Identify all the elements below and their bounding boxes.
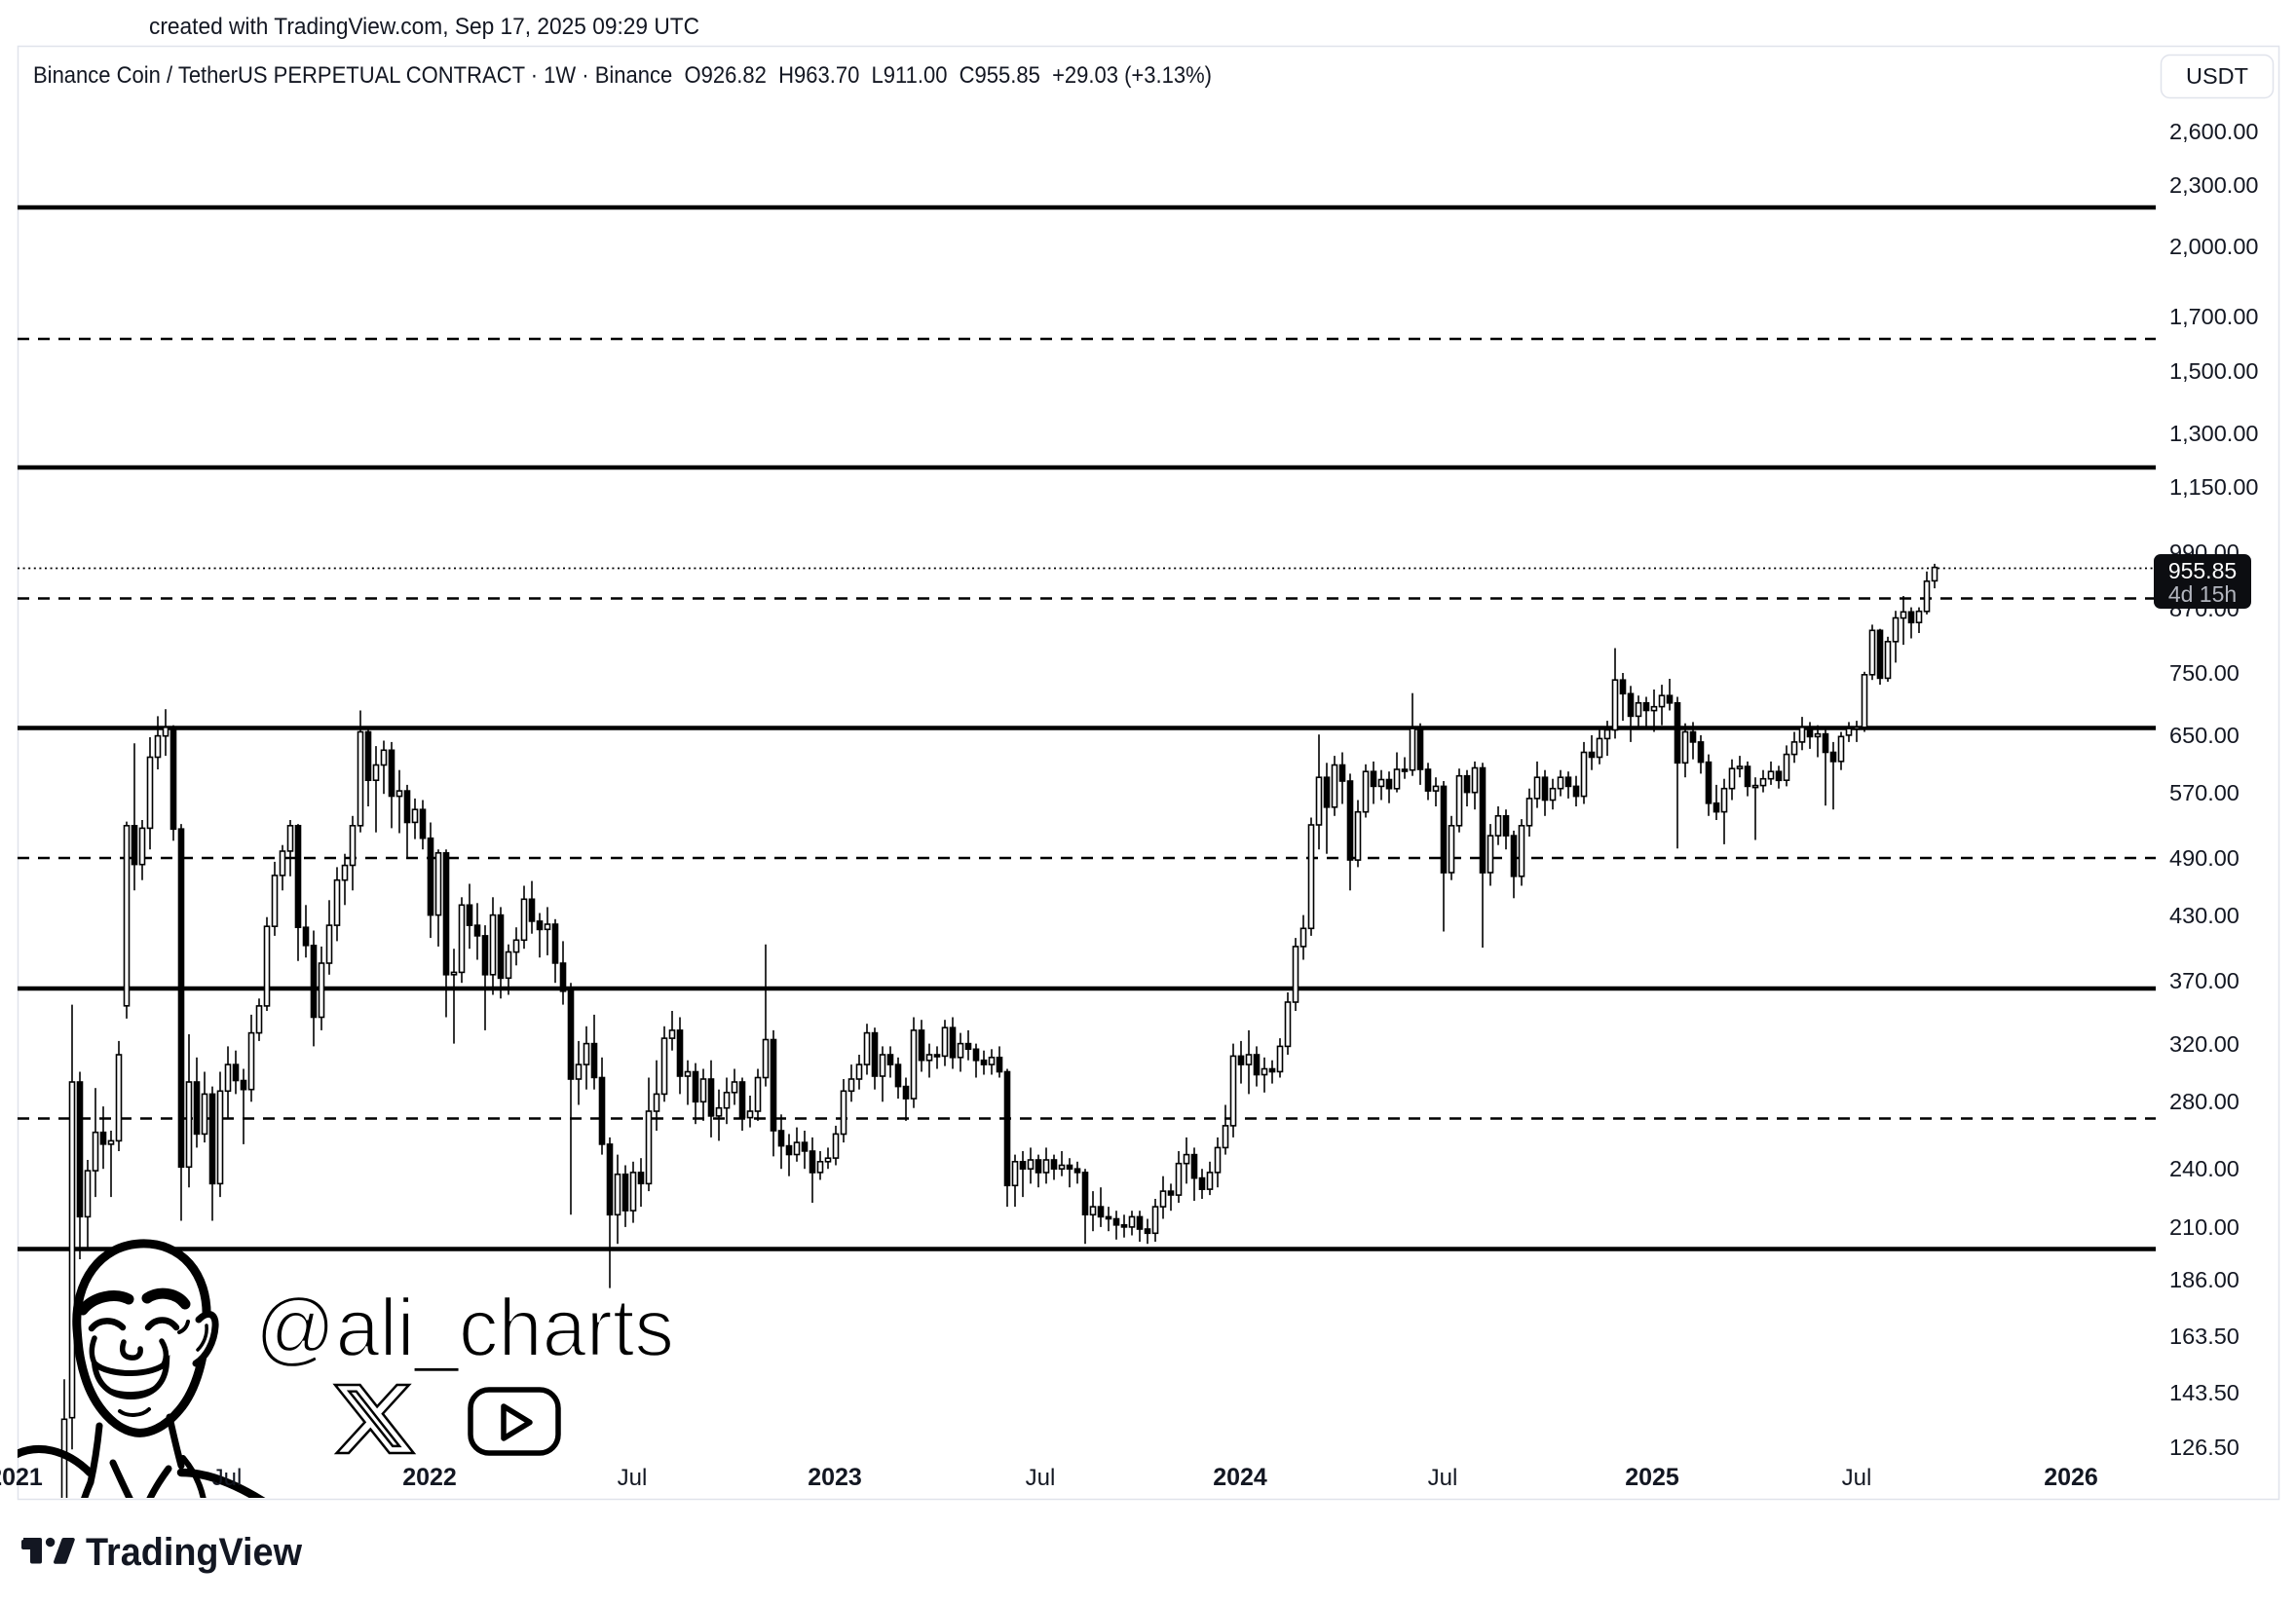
svg-text:126.50: 126.50 bbox=[2169, 1435, 2240, 1460]
svg-text:370.00: 370.00 bbox=[2169, 968, 2240, 993]
svg-text:2022: 2022 bbox=[402, 1464, 457, 1491]
svg-text:750.00: 750.00 bbox=[2169, 660, 2240, 686]
svg-text:1,300.00: 1,300.00 bbox=[2169, 421, 2258, 446]
svg-text:210.00: 210.00 bbox=[2169, 1214, 2240, 1240]
svg-text:2024: 2024 bbox=[1213, 1464, 1267, 1491]
svg-text:186.00: 186.00 bbox=[2169, 1267, 2240, 1292]
svg-text:2026: 2026 bbox=[2044, 1464, 2098, 1491]
svg-text:570.00: 570.00 bbox=[2169, 780, 2240, 805]
svg-text:240.00: 240.00 bbox=[2169, 1156, 2240, 1181]
svg-text:430.00: 430.00 bbox=[2169, 903, 2240, 928]
svg-text:490.00: 490.00 bbox=[2169, 845, 2240, 871]
svg-text:650.00: 650.00 bbox=[2169, 723, 2240, 748]
svg-text:163.50: 163.50 bbox=[2169, 1324, 2240, 1349]
svg-text:1,700.00: 1,700.00 bbox=[2169, 304, 2258, 329]
svg-text:TradingView: TradingView bbox=[86, 1531, 303, 1574]
svg-text:2023: 2023 bbox=[808, 1464, 862, 1491]
svg-text:@ali_charts: @ali_charts bbox=[255, 1282, 674, 1373]
svg-text:Binance Coin / TetherUS PERPET: Binance Coin / TetherUS PERPETUAL CONTRA… bbox=[33, 62, 1212, 89]
svg-text:Jul: Jul bbox=[212, 1465, 243, 1491]
svg-text:2,600.00: 2,600.00 bbox=[2169, 119, 2258, 144]
svg-text:143.50: 143.50 bbox=[2169, 1380, 2240, 1405]
svg-text:Jul: Jul bbox=[1842, 1465, 1872, 1491]
svg-text:280.00: 280.00 bbox=[2169, 1089, 2240, 1114]
svg-text:2,000.00: 2,000.00 bbox=[2169, 234, 2258, 259]
svg-text:2021: 2021 bbox=[0, 1464, 43, 1491]
svg-text:Jul: Jul bbox=[618, 1465, 648, 1491]
svg-text:955.85: 955.85 bbox=[2168, 558, 2237, 583]
svg-text:320.00: 320.00 bbox=[2169, 1031, 2240, 1057]
svg-text:1,150.00: 1,150.00 bbox=[2169, 474, 2258, 500]
svg-text:Jul: Jul bbox=[1026, 1465, 1056, 1491]
svg-text:2025: 2025 bbox=[1625, 1464, 1679, 1491]
svg-text:1,500.00: 1,500.00 bbox=[2169, 358, 2258, 384]
svg-text:Jul: Jul bbox=[1428, 1465, 1458, 1491]
svg-text:4d 15h: 4d 15h bbox=[2168, 581, 2237, 607]
svg-text:created with TradingView.com,: created with TradingView.com, Sep 17, 20… bbox=[149, 14, 699, 40]
svg-text:USDT: USDT bbox=[2186, 63, 2248, 89]
svg-text:2,300.00: 2,300.00 bbox=[2169, 172, 2258, 198]
